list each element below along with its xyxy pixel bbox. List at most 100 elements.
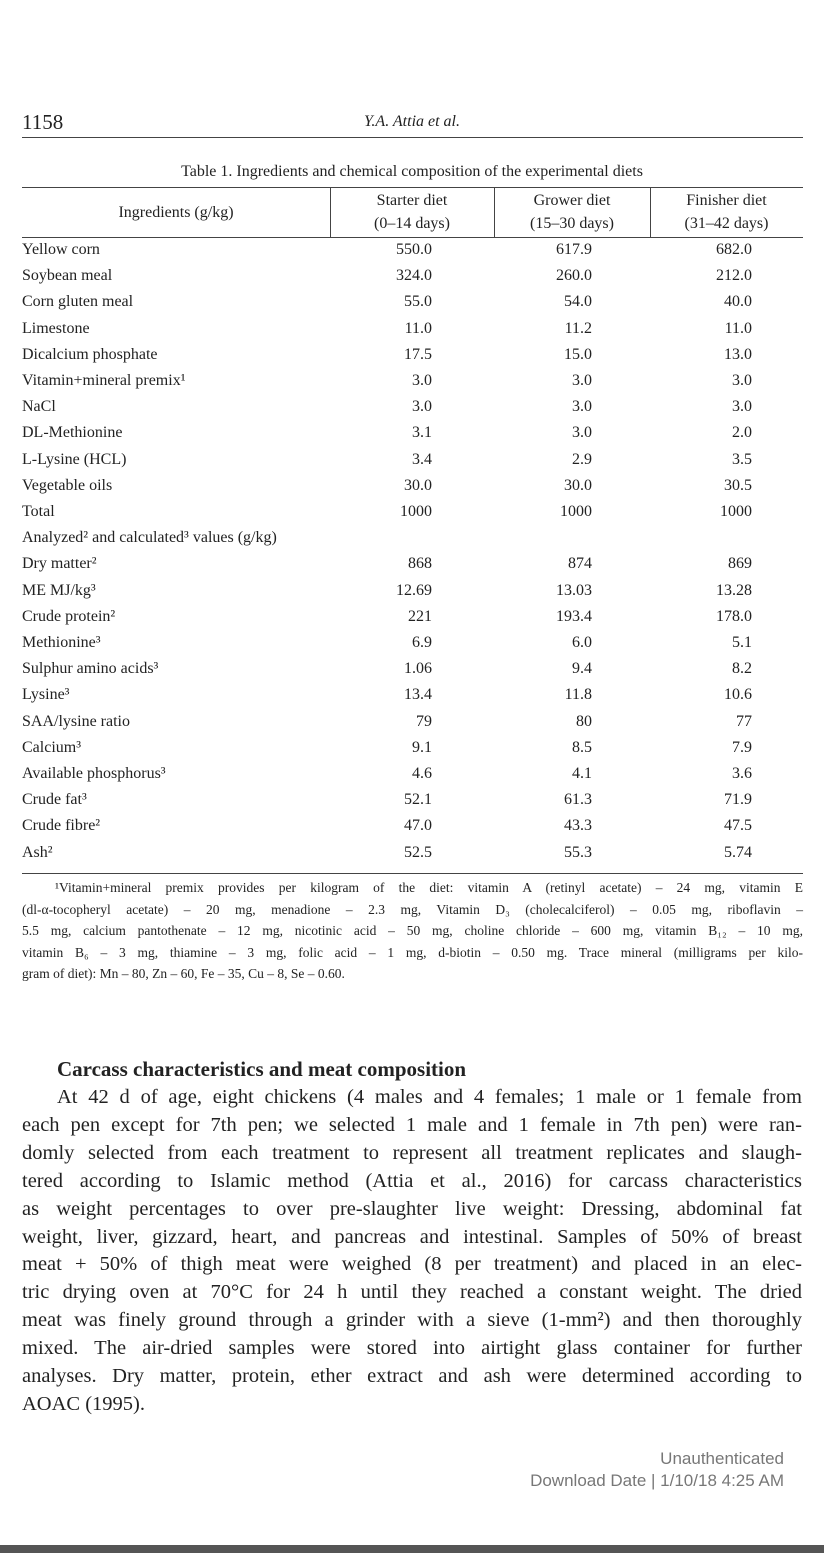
row-label: Yellow corn [22, 241, 100, 258]
table-value: 9.4 [572, 660, 592, 678]
column-divider [494, 188, 495, 237]
table-value: 3.1 [412, 424, 432, 442]
footnote-line: 5.5 mg, calcium pantothenate – 12 mg, ni… [22, 923, 803, 938]
table-value: 550.0 [396, 241, 432, 258]
table-value: 3.0 [412, 372, 432, 389]
table-value: 221 [408, 607, 432, 625]
table-value: 1000 [720, 503, 752, 520]
paragraph-line: weight, liver, gizzard, heart, and pancr… [22, 1225, 802, 1248]
table-value: 8.2 [732, 660, 752, 678]
paragraph-line: meat was finely ground through a grinder… [22, 1309, 802, 1332]
paragraph-line: AOAC (1995). [22, 1392, 145, 1415]
paragraph-line: meat + 50% of thigh meat were weighed (8… [22, 1253, 802, 1276]
table-value: 874 [568, 555, 592, 573]
table-value: 80 [576, 712, 592, 730]
table-value: 3.0 [572, 398, 592, 416]
watermark-date: Download Date | 1/10/18 4:25 AM [530, 1471, 784, 1490]
column-period: (15–30 days) [530, 215, 614, 232]
column-heading: Starter diet [376, 192, 448, 209]
footnote-line: (dl-α-tocopheryl acetate) – 20 mg, menad… [22, 901, 803, 917]
table-value: 40.0 [724, 293, 752, 311]
table-value: 617.9 [556, 241, 592, 258]
table-value: 3.6 [732, 765, 752, 782]
column-divider [330, 188, 331, 237]
table-bottom-rule [22, 872, 803, 874]
row-label: Crude fibre² [22, 817, 101, 835]
table-value: 13.4 [404, 686, 432, 704]
table-value: 6.9 [412, 634, 432, 651]
paragraph-line: as weight percentages to over pre-slaugh… [22, 1197, 802, 1220]
table-value: 2.9 [572, 450, 592, 468]
row-label: Lysine³ [22, 686, 70, 704]
row-label: Corn gluten meal [22, 293, 134, 311]
table-value: 77 [736, 712, 752, 730]
table-value: 12.69 [396, 581, 432, 599]
column-period: (0–14 days) [374, 215, 450, 232]
row-label: Vitamin+mineral premix¹ [22, 372, 186, 389]
paragraph-line: mixed. The air-dried samples were stored… [22, 1337, 802, 1360]
footnote-line: ¹Vitamin+mineral premix provides per kil… [55, 880, 803, 895]
table-value: 47.0 [404, 817, 432, 835]
bottom-bar [0, 1545, 824, 1553]
table-value: 17.5 [404, 345, 432, 363]
table-value: 4.6 [412, 765, 432, 782]
row-label: Sulphur amino acids³ [22, 660, 159, 678]
table-value: 79 [416, 712, 432, 730]
table-value: 868 [408, 555, 432, 573]
table-value: 11.0 [404, 319, 432, 337]
row-label: Ash² [22, 843, 53, 861]
footnote-line: gram of diet): Mn – 80, Zn – 60, Fe – 35… [22, 966, 345, 981]
table-value: 55.0 [404, 293, 432, 311]
table-value: 6.0 [572, 634, 592, 651]
table-value: 30.0 [404, 476, 432, 494]
table-value: 13.28 [716, 581, 752, 599]
paragraph-line: tered according to Islamic method (Attia… [22, 1169, 802, 1192]
table-value: 1.06 [404, 660, 432, 678]
paragraph-line: domly selected from each treatment to re… [22, 1141, 802, 1164]
table-value: 15.0 [564, 345, 592, 363]
table-value: 2.0 [732, 424, 752, 442]
column-period: (31–42 days) [684, 215, 769, 232]
table-value: 43.3 [564, 817, 592, 835]
table-value: 30.5 [724, 476, 752, 494]
table-value: 55.3 [564, 843, 592, 861]
table-value: 3.0 [732, 372, 752, 389]
table-value: 9.1 [412, 738, 432, 756]
table-value: 193.4 [556, 607, 592, 625]
table-value: 61.3 [564, 791, 592, 809]
table-value: 52.1 [404, 791, 432, 809]
table-value: 10.6 [724, 686, 752, 704]
table-value: 54.0 [564, 293, 592, 311]
paragraph-line: analyses. Dry matter, protein, ether ext… [22, 1365, 802, 1387]
table-value: 4.1 [572, 765, 592, 782]
table-value: 47.5 [724, 817, 752, 835]
table-value: 8.5 [572, 738, 592, 756]
table-value: 1000 [400, 503, 432, 520]
table-value: 682.0 [716, 241, 752, 258]
row-label: Available phosphorus³ [22, 765, 166, 782]
row-label: DL-Methionine [22, 424, 123, 442]
table-value: 11.8 [564, 686, 592, 704]
watermark-status: Unauthenticated [660, 1449, 784, 1468]
table-value: 11.2 [564, 319, 592, 337]
paragraph-line: tric drying oven at 70°C for 24 h until … [22, 1281, 802, 1304]
table-value: 3.0 [572, 424, 592, 442]
header-rule [22, 137, 803, 138]
row-label: Soybean meal [22, 267, 113, 285]
page-number: 1158 [22, 110, 64, 134]
table-value: 3.0 [732, 398, 752, 416]
table-caption: Table 1. Ingredients and chemical compos… [181, 163, 643, 180]
table-value: 5.1 [732, 634, 752, 651]
row-label: Calcium³ [22, 738, 82, 756]
table-value: 5.74 [724, 843, 752, 861]
row-label: Total [22, 503, 55, 520]
table-value: 3.4 [412, 450, 432, 468]
row-label: Dry matter² [22, 555, 97, 573]
running-head: Y.A. Attia et al. [363, 113, 460, 130]
column-divider [650, 188, 651, 237]
row-label: SAA/lysine ratio [22, 712, 130, 730]
row-label: NaCl [22, 398, 56, 416]
table-top-rule [22, 187, 803, 188]
row-label: Analyzed² and calculated³ values (g/kg) [22, 529, 277, 547]
